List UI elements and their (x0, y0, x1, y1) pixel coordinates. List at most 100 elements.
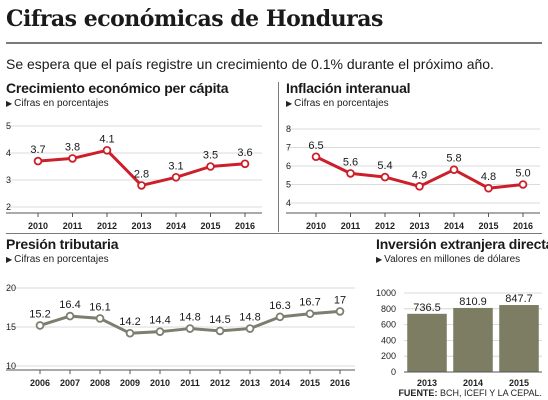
data-label: 5.8 (446, 153, 461, 165)
crecimiento-chart: 2 3 4 5 2010 2011 2012 2013 2014 2015 2016 3.7 3.8 4.… (6, 121, 262, 231)
y-tick-label: 0 (391, 367, 396, 377)
y-tick-label: 5 (286, 180, 291, 190)
inversion-subtitle: ▶ Valores en millones de dólares (376, 254, 520, 265)
data-point (275, 312, 285, 322)
data-point (33, 156, 43, 166)
data-label: 6.5 (308, 140, 323, 152)
data-label: 847.7 (505, 293, 533, 305)
data-point (185, 324, 195, 333)
x-tick-label: 2011 (63, 221, 83, 231)
presion-title: Presión tributaria (6, 236, 119, 252)
x-tick-label: 2012 (97, 221, 117, 231)
y-tick-label: 20 (6, 283, 16, 293)
triangle-icon: ▶ (376, 255, 383, 264)
triangle-icon: ▶ (6, 99, 13, 108)
data-label: 16.4 (59, 299, 80, 311)
data-point (137, 181, 146, 190)
data-point (484, 183, 493, 193)
x-tick-label: 2016 (513, 221, 533, 231)
data-label: 14.5 (209, 314, 230, 326)
presion-chart: 10 15 20 2006 2007 2008 2009 2010 2011 2012 2013 20… (6, 283, 355, 388)
x-tick-label: 2013 (131, 221, 151, 231)
y-tick-label: 7 (286, 143, 291, 153)
data-point (102, 145, 112, 155)
x-tick-label: 2011 (180, 378, 200, 388)
inflacion-subtitle: ▶ Cifras en porcentajes (286, 98, 389, 109)
y-tick-label: 200 (381, 351, 396, 361)
data-label: 3.6 (237, 147, 252, 159)
data-point (35, 321, 45, 330)
data-label: 16.1 (89, 301, 110, 313)
panel-divider-horizontal (6, 233, 542, 234)
data-label: 14.2 (119, 316, 140, 328)
x-tick-label: 2014 (166, 221, 186, 231)
data-label: 736.5 (413, 302, 441, 314)
data-point (65, 311, 75, 321)
data-label: 14.8 (239, 312, 260, 324)
x-tick-label: 2010 (28, 221, 48, 231)
x-tick-label: 2013 (240, 378, 260, 388)
data-point (215, 326, 225, 336)
data-label: 3.5 (203, 150, 218, 162)
crecimiento-subtitle-text: Cifras en porcentajes (14, 98, 109, 109)
data-point (171, 173, 181, 182)
data-point (346, 169, 355, 178)
panel-divider-vertical (278, 82, 279, 232)
data-label: 5.0 (515, 168, 530, 180)
x-tick-label: 2011 (341, 221, 361, 231)
data-point (518, 180, 528, 189)
y-tick-label: 4 (286, 198, 291, 208)
inversion-subtitle-text: Valores en millones de dólares (384, 254, 521, 265)
y-tick-label: 10 (6, 361, 16, 371)
y-tick-label: 6 (286, 161, 291, 171)
y-tick-label: 5 (6, 121, 11, 131)
source-note: FUENTE: BCH, ICEFI Y LA CEPAL. (398, 388, 542, 398)
data-label: 17 (334, 294, 346, 306)
data-point (305, 309, 315, 319)
inversion-chart: 0 200 400 600 800 1000 736.5 2013 810.9 2014 847.7… (376, 288, 542, 388)
data-label: 3.7 (30, 144, 45, 156)
x-tick-label: 2014 (463, 378, 483, 388)
inversion-title: Inversión extranjera directa (376, 236, 548, 252)
bar (407, 313, 447, 372)
title-divider (6, 42, 542, 44)
data-point (245, 324, 255, 333)
crecimiento-subtitle: ▶ Cifras en porcentajes (6, 98, 109, 109)
inflacion-chart: 4 5 6 7 8 2010 2011 2012 2013 2014 2015 2016 6.5 5.6 5… (286, 124, 540, 231)
x-tick-label: 2015 (478, 221, 498, 231)
x-tick-label: 2012 (375, 221, 395, 231)
x-tick-label: 2010 (306, 221, 326, 231)
x-tick-label: 2012 (210, 378, 230, 388)
data-point (68, 154, 77, 163)
data-label: 2.8 (134, 168, 149, 180)
data-label: 15.2 (29, 308, 50, 320)
triangle-icon: ▶ (6, 255, 13, 264)
x-tick-label: 2013 (409, 221, 429, 231)
data-label: 3.8 (65, 141, 80, 153)
presion-subtitle: ▶ Cifras en porcentajes (6, 254, 109, 265)
data-label: 4.8 (481, 171, 496, 183)
data-point (449, 165, 459, 174)
y-tick-label: 3 (6, 175, 11, 185)
x-tick-label: 2014 (270, 378, 290, 388)
data-point (206, 162, 215, 171)
data-point (240, 159, 250, 169)
y-tick-label: 800 (381, 304, 396, 314)
data-label: 5.6 (343, 156, 358, 168)
triangle-icon: ▶ (286, 99, 293, 108)
x-tick-label: 2016 (235, 221, 255, 231)
inflacion-title: Inflación interanual (286, 80, 411, 96)
data-point (95, 314, 105, 323)
crecimiento-title: Crecimiento económico per cápita (6, 80, 229, 96)
y-tick-label: 15 (6, 322, 16, 332)
y-tick-label: 4 (6, 148, 11, 158)
y-tick-label: 2 (6, 202, 11, 212)
data-point (155, 327, 165, 336)
y-tick-label: 400 (381, 335, 396, 345)
x-tick-label: 2009 (120, 378, 140, 388)
x-tick-label: 2015 (509, 378, 529, 388)
data-label: 3.1 (168, 160, 183, 172)
inflacion-subtitle-text: Cifras en porcentajes (294, 98, 389, 109)
data-label: 14.4 (149, 315, 170, 327)
x-tick-label: 2016 (330, 378, 350, 388)
